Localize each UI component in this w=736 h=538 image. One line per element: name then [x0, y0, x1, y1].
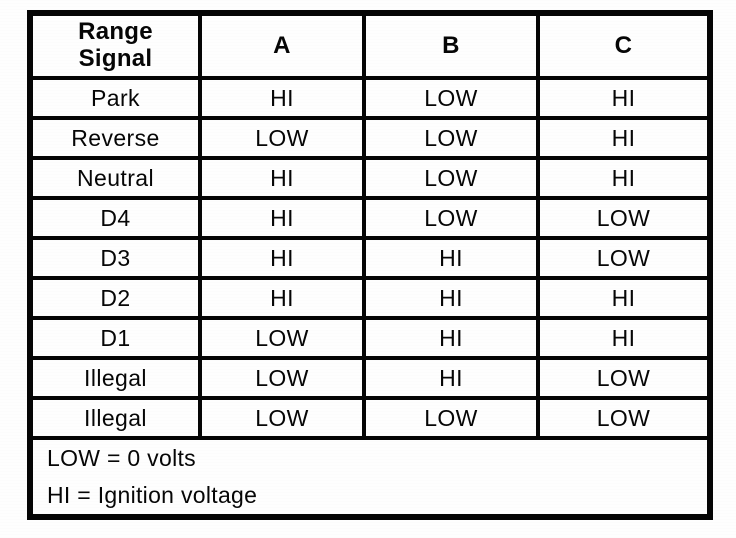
signal-cell-b: LOW — [362, 396, 540, 440]
table-row-d3: D3 HI HI LOW — [28, 236, 712, 280]
legend-hi-definition: HI = Ignition voltage — [47, 482, 258, 508]
signal-cell-a: HI — [198, 276, 366, 320]
col-header-range-line2: Signal — [78, 45, 153, 72]
row-label-cell: D1 — [28, 316, 202, 360]
signal-cell-a: LOW — [198, 116, 366, 160]
col-header-range-line1: Range — [78, 18, 153, 46]
col-header-a: A — [198, 11, 366, 80]
row-label-cell: D3 — [28, 236, 202, 280]
signal-cell-c: HI — [536, 76, 712, 120]
signal-cell-b: HI — [362, 356, 540, 400]
table-row-d4: D4 HI LOW LOW — [28, 196, 712, 240]
row-label-cell: Neutral — [28, 156, 202, 200]
range-signal-table: Range Signal A B C Park HI LOW HI Revers… — [27, 10, 713, 520]
signal-cell-a: LOW — [198, 356, 366, 400]
row-label-cell: D4 — [28, 196, 202, 240]
table-row-illegal-2: Illegal LOW LOW LOW — [28, 396, 712, 440]
row-label-cell: Park — [28, 76, 202, 120]
row-label-cell: Illegal — [28, 396, 202, 440]
table-header-row: Range Signal A B C — [28, 11, 712, 80]
signal-cell-c: HI — [536, 276, 712, 320]
col-header-b: B — [362, 11, 540, 80]
table-row-illegal-1: Illegal LOW HI LOW — [28, 356, 712, 400]
table-legend-row: LOW = 0 volts HI = Ignition voltage — [28, 436, 712, 519]
signal-cell-b: HI — [362, 236, 540, 280]
signal-cell-c: LOW — [536, 356, 712, 400]
signal-cell-b: LOW — [362, 156, 540, 200]
col-header-c: C — [536, 11, 712, 80]
row-label-cell: D2 — [28, 276, 202, 320]
signal-cell-c: HI — [536, 116, 712, 160]
table-row-neutral: Neutral HI LOW HI — [28, 156, 712, 200]
signal-cell-c: HI — [536, 156, 712, 200]
col-header-range-signal: Range Signal — [28, 11, 202, 80]
signal-cell-a: HI — [198, 76, 366, 120]
signal-cell-b: HI — [362, 276, 540, 320]
signal-cell-c: LOW — [536, 396, 712, 440]
row-label-cell: Illegal — [28, 356, 202, 400]
legend-low-definition: LOW = 0 volts — [47, 445, 196, 471]
row-label-cell: Reverse — [28, 116, 202, 160]
signal-cell-b: LOW — [362, 76, 540, 120]
table-row-d2: D2 HI HI HI — [28, 276, 712, 320]
signal-cell-c: LOW — [536, 236, 712, 280]
signal-cell-b: HI — [362, 316, 540, 360]
legend-cell: LOW = 0 volts HI = Ignition voltage — [28, 436, 712, 519]
table-row-d1: D1 LOW HI HI — [28, 316, 712, 360]
signal-cell-a: HI — [198, 156, 366, 200]
signal-cell-c: HI — [536, 316, 712, 360]
table-row-park: Park HI LOW HI — [28, 76, 712, 120]
signal-cell-a: LOW — [198, 396, 366, 440]
signal-cell-a: HI — [198, 236, 366, 280]
signal-cell-b: LOW — [362, 196, 540, 240]
signal-cell-b: LOW — [362, 116, 540, 160]
table-row-reverse: Reverse LOW LOW HI — [28, 116, 712, 160]
signal-cell-c: LOW — [536, 196, 712, 240]
signal-cell-a: LOW — [198, 316, 366, 360]
signal-cell-a: HI — [198, 196, 366, 240]
